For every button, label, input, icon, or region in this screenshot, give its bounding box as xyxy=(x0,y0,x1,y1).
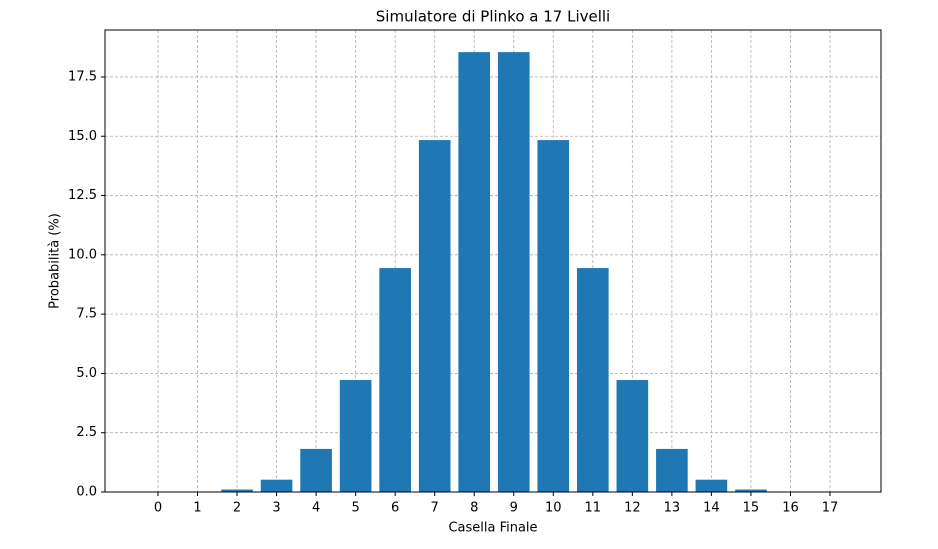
x-tick-label: 11 xyxy=(585,501,602,516)
x-tick-label: 17 xyxy=(822,501,839,516)
x-tick-label: 6 xyxy=(391,501,399,516)
y-tick-label: 12.5 xyxy=(68,188,97,203)
bar xyxy=(696,480,728,492)
x-tick-label: 3 xyxy=(272,501,280,516)
chart-title: Simulatore di Plinko a 17 Livelli xyxy=(376,8,610,26)
y-tick-label: 2.5 xyxy=(76,425,97,440)
y-tick-label: 17.5 xyxy=(68,69,97,84)
bar xyxy=(340,380,372,492)
x-tick-label: 14 xyxy=(703,501,720,516)
x-tick-label: 1 xyxy=(193,501,201,516)
y-axis-label: Probabilità (%) xyxy=(48,213,63,309)
bar xyxy=(577,268,609,492)
bar xyxy=(379,268,411,492)
y-tick-label: 0.0 xyxy=(76,485,97,500)
bar xyxy=(498,52,530,492)
x-tick-label: 10 xyxy=(545,501,562,516)
x-tick-label: 9 xyxy=(510,501,518,516)
bar xyxy=(656,449,688,492)
y-tick-label: 15.0 xyxy=(68,129,97,144)
x-tick-label: 5 xyxy=(351,501,359,516)
x-tick-label: 4 xyxy=(312,501,320,516)
x-tick-label: 2 xyxy=(233,501,241,516)
x-tick-label: 0 xyxy=(154,501,162,516)
bar xyxy=(419,140,451,492)
y-tick-label: 5.0 xyxy=(76,366,97,381)
x-tick-label: 16 xyxy=(782,501,799,516)
bar xyxy=(617,380,649,492)
bar xyxy=(458,52,490,492)
bar xyxy=(537,140,569,492)
x-tick-label: 12 xyxy=(624,501,641,516)
x-tick-label: 8 xyxy=(470,501,478,516)
x-axis-label: Casella Finale xyxy=(448,521,537,536)
bar xyxy=(261,480,293,492)
y-tick-label: 10.0 xyxy=(68,247,97,262)
x-tick-label: 13 xyxy=(664,501,681,516)
x-tick-label: 7 xyxy=(431,501,439,516)
bar xyxy=(300,449,332,492)
x-tick-label: 15 xyxy=(743,501,760,516)
y-tick-label: 7.5 xyxy=(76,307,97,322)
